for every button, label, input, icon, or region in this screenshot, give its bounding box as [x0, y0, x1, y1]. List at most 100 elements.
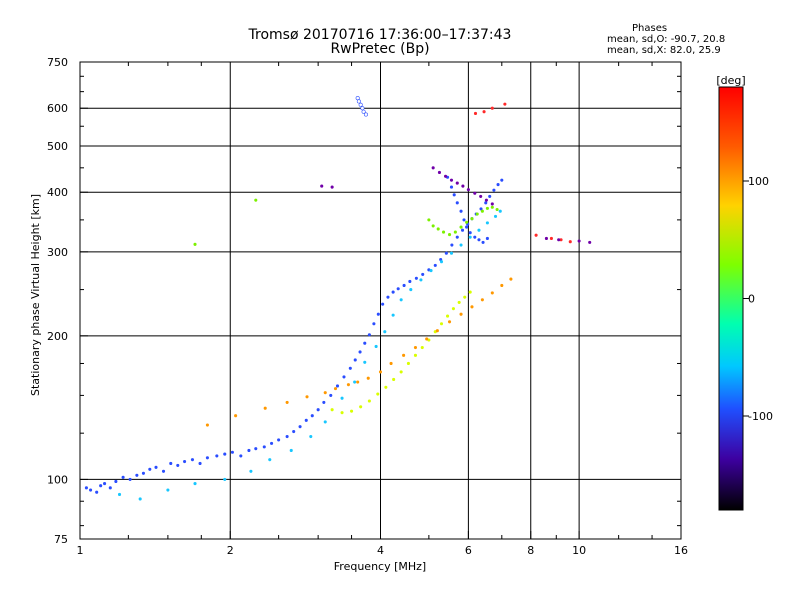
data-point: [193, 482, 197, 486]
data-point: [396, 287, 400, 291]
data-point: [323, 420, 327, 424]
data-point: [141, 471, 145, 475]
data-point: [356, 380, 360, 384]
y-tick-label: 500: [47, 140, 68, 153]
data-point: [462, 218, 466, 222]
data-point: [386, 295, 390, 299]
stats-line1: mean, sd,O: -90.7, 20.8: [607, 34, 725, 45]
data-point: [322, 400, 326, 404]
data-point: [460, 228, 465, 232]
data-point: [455, 235, 459, 239]
x-tick-label: 2: [227, 544, 234, 557]
data-point: [500, 283, 504, 288]
axis-ticks: 1 2 4 6 8 10 16 75 100 200 300 400 500 600 750: [47, 56, 688, 557]
colorbar-tick-label: 100: [748, 175, 769, 188]
data-point: [103, 482, 107, 486]
stats-line2: mean, sd,X: 82.0, 25.9: [607, 45, 721, 56]
data-point: [330, 408, 334, 412]
data-point: [446, 314, 450, 318]
data-point: [413, 353, 418, 357]
series-group: [473, 102, 572, 244]
data-point: [402, 283, 406, 288]
data-point: [353, 358, 357, 362]
data-point: [490, 205, 494, 209]
data-point: [330, 185, 334, 189]
data-point: [490, 106, 494, 110]
data-point: [356, 99, 361, 104]
data-point: [444, 174, 448, 178]
data-point: [376, 392, 380, 396]
data-point: [490, 202, 494, 206]
data-point: [459, 225, 463, 229]
data-point: [452, 193, 456, 197]
colorbar-label: [deg]: [716, 74, 745, 87]
data-point: [376, 312, 380, 316]
data-point: [154, 465, 158, 469]
chart-title: Tromsø 20170716 17:36:00–17:37:43: [248, 27, 512, 43]
colorbar-tick-label: 0: [748, 293, 755, 306]
data-point: [335, 384, 340, 388]
data-point: [480, 298, 484, 302]
data-point: [292, 429, 296, 434]
data-point: [305, 395, 309, 399]
data-point: [205, 423, 209, 427]
data-point: [470, 217, 474, 221]
data-point: [459, 312, 463, 316]
data-point: [223, 452, 227, 456]
data-point: [557, 238, 561, 242]
data-point: [463, 295, 467, 299]
data-point: [408, 279, 412, 284]
data-point: [470, 305, 474, 309]
data-point: [367, 333, 371, 337]
data-point: [384, 385, 388, 389]
series-group: [330, 290, 472, 415]
data-point: [392, 377, 396, 382]
data-point: [363, 341, 367, 345]
data-point: [298, 425, 302, 429]
data-point: [498, 209, 502, 213]
data-point: [468, 290, 472, 294]
data-point: [444, 251, 448, 255]
data-point: [473, 111, 478, 116]
data-point: [439, 322, 444, 326]
x-tick-label: 10: [572, 544, 586, 557]
y-tick-label: 75: [54, 533, 68, 546]
series-group: [84, 175, 504, 494]
data-point: [479, 194, 483, 198]
data-point: [419, 278, 423, 282]
data-point: [496, 183, 500, 187]
data-point: [161, 469, 166, 473]
data-point: [461, 184, 465, 188]
data-point: [239, 454, 243, 458]
data-point: [449, 185, 454, 189]
data-point: [482, 110, 486, 114]
data-point: [366, 376, 370, 380]
data-point: [429, 269, 433, 273]
data-point: [166, 488, 170, 492]
y-tick-label: 200: [47, 330, 68, 343]
y-tick-label: 300: [47, 246, 68, 259]
data-point: [320, 184, 324, 188]
data-point: [361, 109, 366, 114]
data-point: [359, 405, 363, 409]
data-point: [433, 263, 437, 267]
data-point: [493, 214, 498, 218]
data-point: [234, 414, 238, 418]
colorbar: [deg] 100 0 -100: [716, 74, 773, 511]
data-point: [268, 458, 272, 462]
data-point: [409, 288, 413, 292]
data-point: [451, 307, 455, 311]
data-point: [449, 251, 454, 255]
data-point: [473, 235, 477, 239]
data-point: [391, 290, 395, 294]
data-point: [84, 486, 88, 490]
series-group: [117, 209, 502, 501]
data-point: [459, 243, 463, 247]
data-point: [500, 178, 504, 182]
data-point: [190, 458, 195, 462]
data-point: [254, 447, 258, 451]
x-axis-label: Frequency [MHz]: [334, 560, 426, 573]
data-point: [559, 238, 563, 242]
data-point: [480, 209, 484, 213]
